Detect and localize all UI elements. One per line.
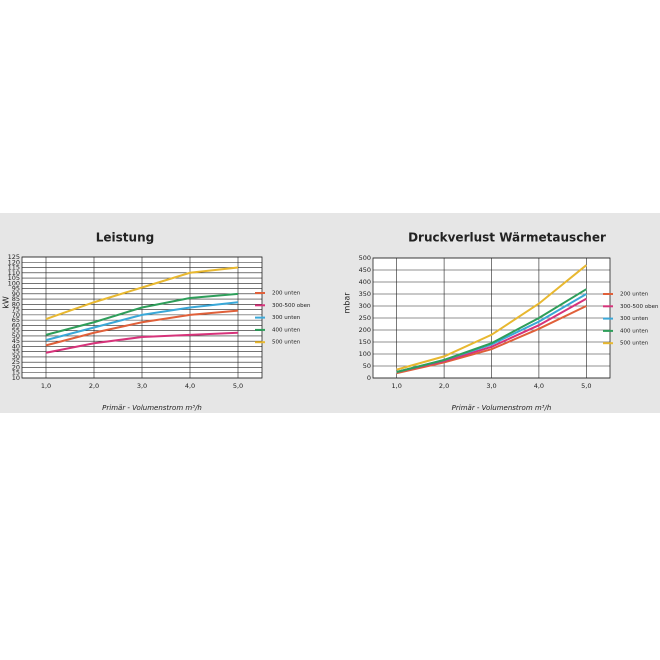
legend-label: 200 unten: [272, 291, 301, 297]
y-tick-label: 300: [359, 302, 371, 310]
legend-label: 500 unten: [272, 340, 301, 346]
y-tick-label: 35: [12, 348, 20, 356]
y-tick-label: 100: [359, 350, 371, 358]
y-tick-label: 0: [367, 374, 371, 382]
y-tick-label: 115: [8, 264, 20, 272]
legend-label: 400 unten: [272, 327, 301, 333]
y-tick-label: 110: [8, 269, 20, 277]
x-axis-label: Primär - Volumenstrom m³/h: [452, 404, 552, 412]
y-tick-label: 350: [359, 290, 371, 298]
x-tick-label: 2,0: [439, 382, 449, 390]
y-axis-label: mbar: [343, 292, 352, 314]
x-tick-label: 4,0: [534, 382, 544, 390]
series-line: [396, 305, 587, 375]
y-tick-label: 50: [363, 362, 371, 370]
legend-label: 200 unten: [620, 292, 649, 298]
y-tick-label: 55: [12, 327, 20, 335]
series-line: [45, 309, 239, 347]
legend-label: 300 unten: [272, 315, 301, 321]
y-tick-label: 20: [12, 363, 20, 371]
y-tick-label: 40: [12, 342, 20, 350]
y-tick-label: 60: [12, 321, 20, 329]
y-tick-label: 100: [8, 279, 20, 287]
legend-label: 500 unten: [620, 341, 649, 347]
x-tick-label: 4,0: [185, 382, 195, 390]
y-tick-label: 70: [12, 311, 20, 319]
y-axis-label: kW: [2, 296, 11, 309]
y-tick-label: 250: [359, 314, 371, 322]
y-tick-label: 450: [359, 266, 371, 274]
y-tick-label: 50: [12, 332, 20, 340]
x-tick-label: 1,0: [392, 382, 402, 390]
y-tick-label: 80: [12, 300, 20, 308]
series-line: [45, 266, 239, 321]
y-tick-label: 85: [12, 295, 20, 303]
y-tick-label: 125: [8, 253, 20, 261]
y-tick-label: 65: [12, 316, 20, 324]
legend-label: 300-500 oben: [272, 303, 311, 309]
y-tick-label: 200: [359, 326, 371, 334]
x-tick-label: 3,0: [137, 382, 147, 390]
legend-label: 300 unten: [620, 316, 649, 322]
x-tick-label: 5,0: [233, 382, 243, 390]
chart-title: Druckverlust Wärmetauscher: [408, 231, 606, 245]
x-tick-label: 2,0: [89, 382, 99, 390]
y-tick-label: 150: [359, 338, 371, 346]
y-tick-label: 95: [12, 285, 20, 293]
legend-label: 400 unten: [620, 328, 649, 334]
y-tick-label: 15: [12, 369, 20, 377]
y-tick-label: 105: [8, 274, 20, 282]
chart-title: Leistung: [96, 231, 154, 245]
x-tick-label: 5,0: [581, 382, 591, 390]
legend-label: 300-500 oben: [620, 304, 659, 310]
y-tick-label: 500: [359, 254, 371, 262]
y-tick-label: 400: [359, 278, 371, 286]
y-tick-label: 30: [12, 353, 20, 361]
x-axis-label: Primär - Volumenstrom m³/h: [102, 404, 202, 412]
y-tick-label: 25: [12, 358, 20, 366]
y-tick-label: 45: [12, 337, 20, 345]
x-tick-label: 3,0: [486, 382, 496, 390]
y-tick-label: 120: [8, 258, 20, 266]
y-tick-label: 10: [12, 374, 20, 382]
series-line: [45, 292, 239, 336]
series-line: [45, 331, 239, 354]
y-tick-label: 75: [12, 306, 20, 314]
series-line: [396, 264, 587, 371]
x-tick-label: 1,0: [41, 382, 51, 390]
series-line: [396, 288, 587, 373]
series-line: [45, 301, 239, 342]
y-tick-label: 90: [12, 290, 20, 298]
